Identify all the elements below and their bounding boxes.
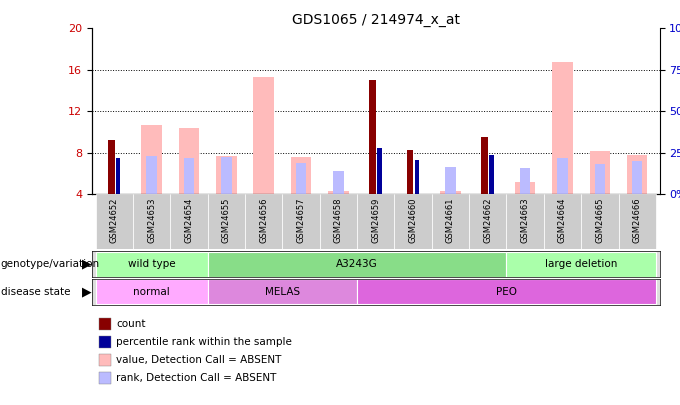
Bar [146, 156, 157, 194]
Bar [333, 171, 343, 194]
Text: value, Detection Call = ABSENT: value, Detection Call = ABSENT [116, 355, 282, 365]
Bar [627, 155, 647, 194]
Text: ▶: ▶ [82, 258, 91, 271]
Text: GSM24657: GSM24657 [296, 197, 305, 243]
Bar [507, 194, 544, 249]
Bar [357, 279, 656, 305]
Text: MELAS: MELAS [265, 287, 300, 297]
Text: GSM24659: GSM24659 [371, 197, 380, 243]
Bar [116, 158, 120, 194]
Bar [369, 80, 376, 194]
Text: GSM24666: GSM24666 [632, 197, 642, 243]
Text: genotype/variation: genotype/variation [1, 259, 100, 269]
Text: GSM24661: GSM24661 [446, 197, 455, 243]
Text: GSM24654: GSM24654 [184, 197, 193, 243]
Text: GSM24662: GSM24662 [483, 197, 492, 243]
Bar [407, 150, 413, 194]
Bar [440, 191, 460, 194]
Bar [207, 252, 507, 277]
Text: GSM24663: GSM24663 [521, 197, 530, 243]
Text: wild type: wild type [128, 259, 175, 269]
Title: GDS1065 / 214974_x_at: GDS1065 / 214974_x_at [292, 13, 460, 27]
Bar [291, 157, 311, 194]
Bar [581, 194, 619, 249]
Bar [133, 194, 170, 249]
Text: GSM24665: GSM24665 [595, 197, 605, 243]
Text: PEO: PEO [496, 287, 517, 297]
Bar [328, 191, 349, 194]
Bar [207, 194, 245, 249]
Bar [170, 194, 207, 249]
Text: ▶: ▶ [82, 285, 91, 298]
Bar [394, 194, 432, 249]
Bar [594, 164, 605, 194]
Bar [619, 194, 656, 249]
Text: GSM24653: GSM24653 [147, 197, 156, 243]
Text: GSM24664: GSM24664 [558, 197, 567, 243]
Bar [632, 161, 643, 194]
Bar [544, 194, 581, 249]
Bar [377, 148, 381, 194]
Text: large deletion: large deletion [545, 259, 617, 269]
Bar [207, 279, 357, 305]
Bar [95, 252, 207, 277]
Text: rank, Detection Call = ABSENT: rank, Detection Call = ABSENT [116, 373, 277, 383]
Bar [515, 182, 535, 194]
Text: GSM24656: GSM24656 [259, 197, 268, 243]
Bar [590, 151, 610, 194]
Bar [415, 160, 419, 194]
Bar [432, 194, 469, 249]
Bar [445, 167, 456, 194]
Bar [216, 156, 237, 194]
Text: GSM24660: GSM24660 [409, 197, 418, 243]
Bar [552, 62, 573, 194]
Bar [254, 77, 274, 194]
Text: GSM24652: GSM24652 [109, 197, 119, 243]
Text: disease state: disease state [1, 287, 70, 297]
Bar [507, 252, 656, 277]
Bar [108, 141, 115, 194]
Bar [95, 194, 133, 249]
Text: A3243G: A3243G [336, 259, 378, 269]
Bar [557, 158, 568, 194]
Bar [184, 158, 194, 194]
Bar [469, 194, 507, 249]
Bar [296, 163, 306, 194]
Bar [357, 194, 394, 249]
Text: GSM24658: GSM24658 [334, 197, 343, 243]
Text: normal: normal [133, 287, 170, 297]
Bar [520, 168, 530, 194]
Bar [481, 137, 488, 194]
Bar [320, 194, 357, 249]
Text: percentile rank within the sample: percentile rank within the sample [116, 337, 292, 347]
Bar [489, 155, 494, 194]
Bar [245, 194, 282, 249]
Bar [95, 279, 207, 305]
Bar [179, 128, 199, 194]
Bar [141, 125, 162, 194]
Bar [282, 194, 320, 249]
Text: count: count [116, 320, 146, 329]
Text: GSM24655: GSM24655 [222, 197, 231, 243]
Bar [221, 157, 231, 194]
